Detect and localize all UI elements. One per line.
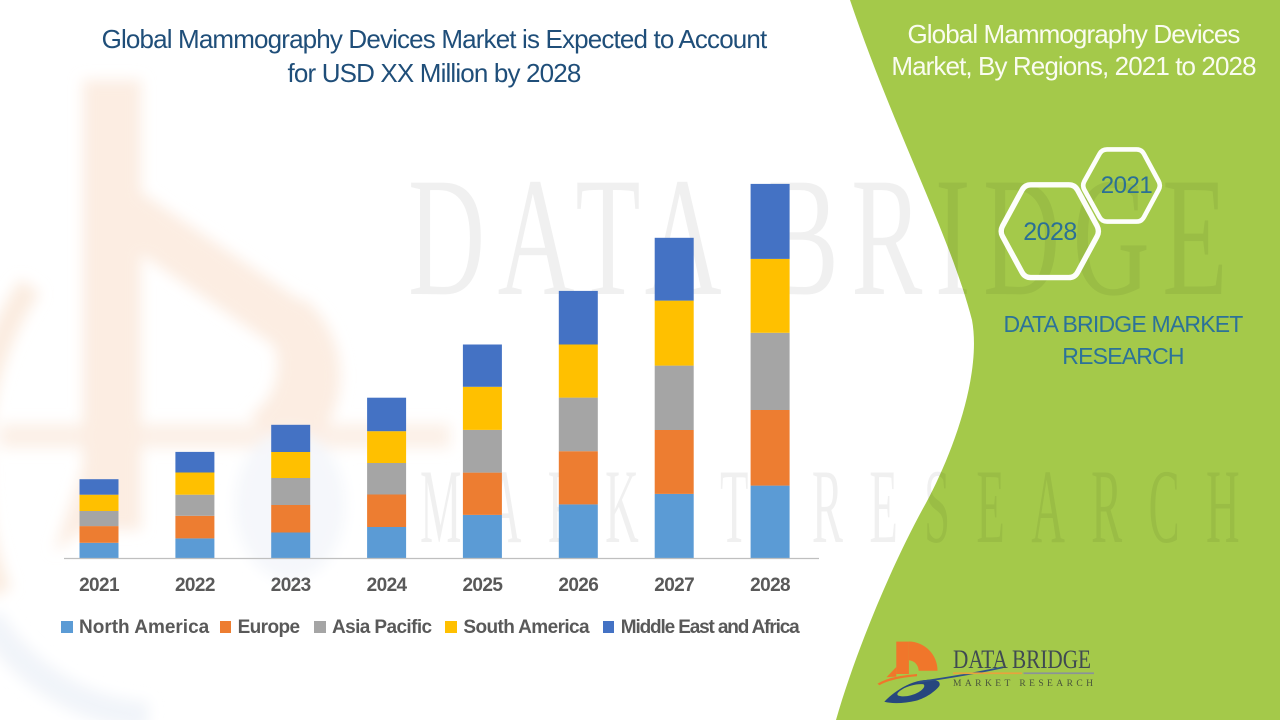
svg-text:DATA BRIDGE: DATA BRIDGE xyxy=(953,645,1091,674)
svg-text:MARKET RESEARCH: MARKET RESEARCH xyxy=(953,679,1093,689)
svg-text:MARKET RESEARCH: MARKET RESEARCH xyxy=(420,448,1266,565)
svg-text:DATA BRIDGE: DATA BRIDGE xyxy=(408,143,1240,331)
